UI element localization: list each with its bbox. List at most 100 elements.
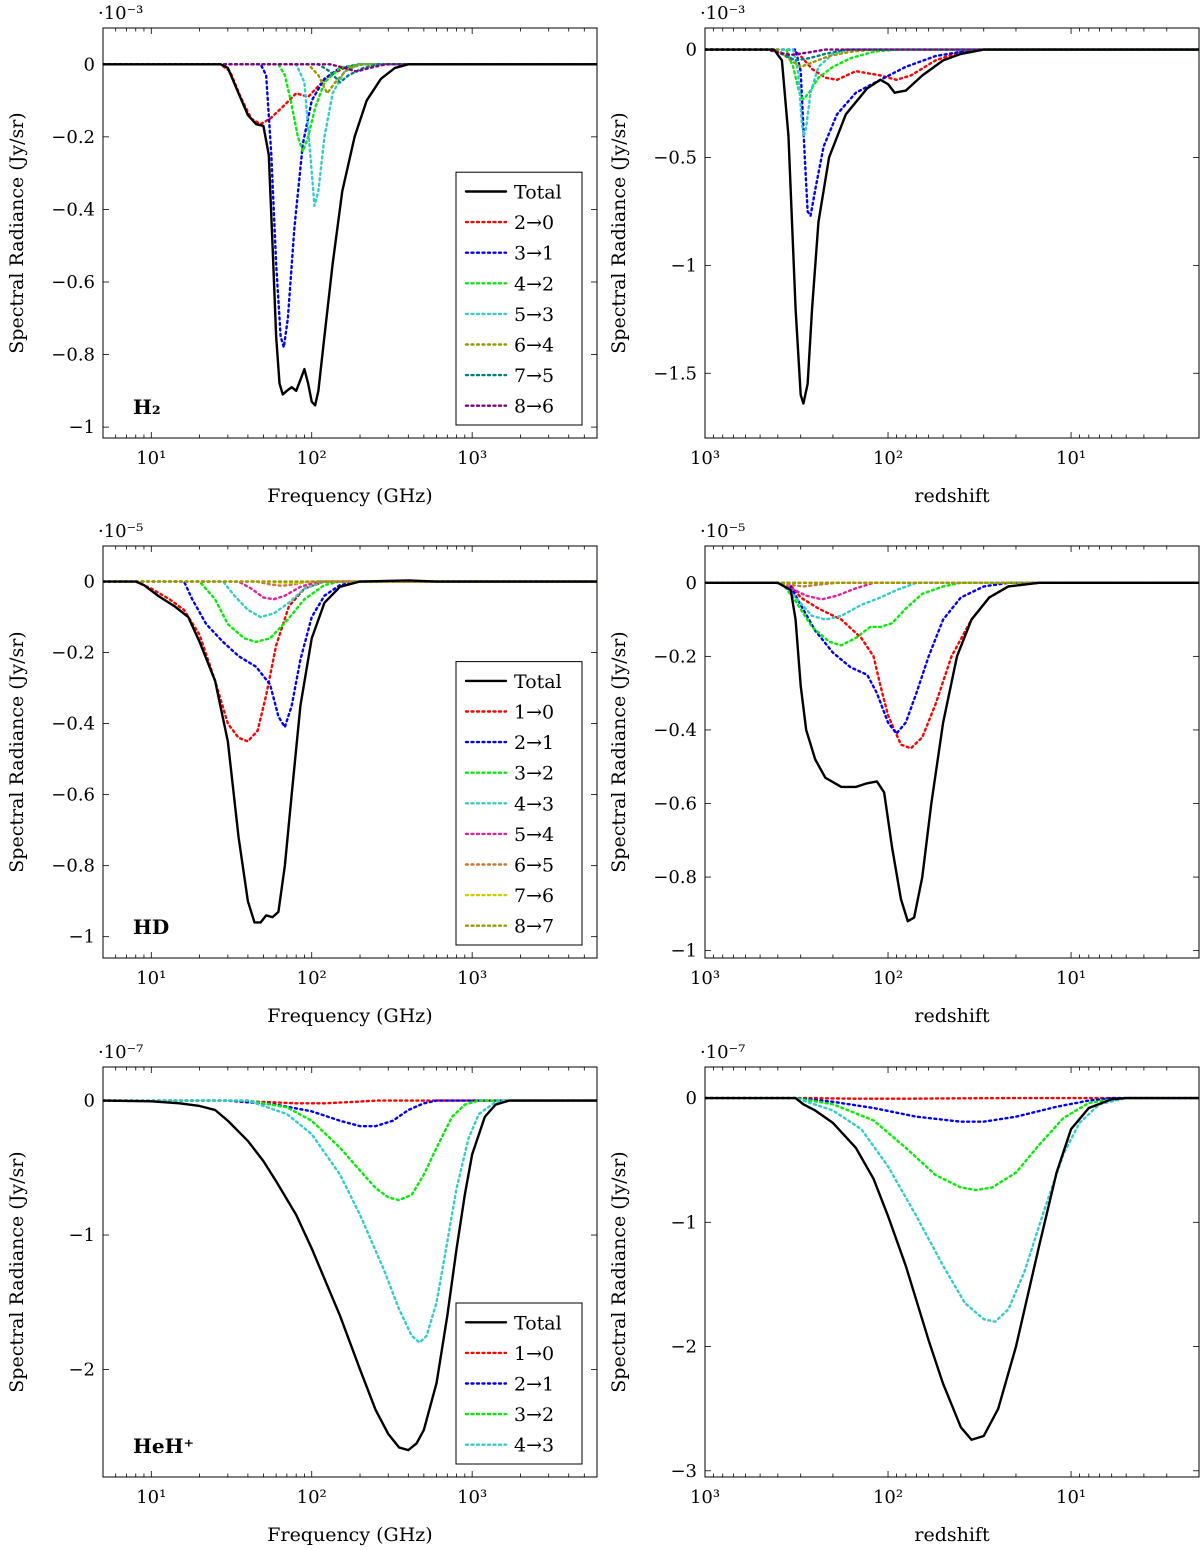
legend-entry-label: 1→0: [514, 702, 554, 724]
series-group: [103, 579, 597, 924]
y-tick-label: −0.4: [653, 720, 697, 741]
y-tick-label: −1: [670, 255, 697, 276]
series-line-3→2: [103, 1099, 597, 1202]
y-tick-label: −0.2: [653, 646, 697, 667]
chart-panel-heh-frequency: 10¹ 10² 10³ 0 −1 −2 ·10⁻⁷ Frequency (GHz) Spectr…: [6, 1042, 598, 1546]
y-axis-label: Spectral Radiance (Jy/sr): [608, 1151, 630, 1392]
y-tick-label: −0.6: [51, 272, 95, 293]
legend-entry-label: 4→3: [514, 1435, 554, 1457]
scale-exponent: ·10⁻³: [98, 3, 143, 24]
series-line-Total: [705, 48, 1199, 405]
y-axis-ticks: 0 −1 −2: [68, 1091, 597, 1380]
chart-panel-h2-redshift: 10³ 10² 10¹ 0 −0.5 −1 −1.5 ·10⁻³ redshift Spectra…: [608, 3, 1200, 507]
chart-panel-heh-redshift: 10³ 10² 10¹ 0 −1 −2 −3 ·10⁻⁷ redshift Spectral Ra…: [608, 1042, 1200, 1546]
plot-frame: [102, 27, 598, 439]
chart-panel-h2-frequency: 10¹ 10² 10³ 0 −0.2 −0.4 −0.6 −0.8 −1 ·10⁻³ Frequen…: [6, 3, 598, 507]
series-group: [705, 48, 1199, 405]
series-line-6→4: [103, 63, 597, 95]
series-line-1→0: [103, 580, 597, 743]
y-tick-label: 0: [686, 40, 697, 61]
x-axis-label: redshift: [914, 1005, 990, 1027]
x-tick-label: 10²: [297, 448, 327, 469]
scale-exponent: ·10⁻⁵: [700, 521, 745, 542]
legend-entry-label: 5→3: [514, 304, 554, 326]
series-line-8→6: [103, 63, 597, 73]
legend-entry-label: 8→6: [514, 396, 554, 418]
legend-entry-label: Total: [514, 671, 562, 693]
y-tick-label: −0.8: [653, 867, 697, 888]
legend-entry-label: 4→2: [514, 273, 554, 295]
legend-entry-label: 6→5: [514, 855, 554, 877]
x-axis-ticks: [115, 546, 585, 958]
x-axis-ticks: [115, 28, 585, 438]
y-axis-ticks: 0 −0.2 −0.4 −0.6 −0.8 −1: [653, 573, 1199, 962]
legend-entry-label: Total: [514, 182, 562, 204]
y-axis-ticks: 0 −1 −2 −3: [670, 1088, 1199, 1482]
y-tick-label: −1: [68, 417, 95, 438]
legend-entry-label: 5→4: [514, 824, 554, 846]
series-line-Total: [103, 579, 597, 924]
x-tick-label: 10¹: [1056, 1487, 1086, 1508]
y-tick-label: −0.6: [653, 794, 697, 815]
series-line-3→2: [705, 1096, 1199, 1192]
plot-frame: [102, 1066, 598, 1478]
x-tick-label: 10²: [873, 1487, 903, 1508]
series-line-2→1: [705, 581, 1199, 735]
y-tick-label: −0.8: [51, 345, 95, 366]
series-line-Total: [705, 1096, 1199, 1441]
series-line-2→0: [103, 63, 597, 126]
molecule-label: HeH⁺: [133, 1434, 194, 1458]
series-line-2→1: [103, 580, 597, 729]
y-tick-label: −0.2: [51, 127, 95, 148]
series-line-5→3: [705, 48, 1199, 138]
x-axis-label: Frequency (GHz): [267, 1005, 432, 1027]
legend-entry-label: Total: [514, 1312, 562, 1334]
x-tick-label: 10³: [690, 968, 720, 989]
series-line-2→1: [103, 1099, 597, 1128]
y-axis-ticks: 0 −0.2 −0.4 −0.6 −0.8 −1: [51, 54, 597, 438]
legend-entry-label: 3→2: [514, 763, 554, 785]
legend-entry-label: 7→6: [514, 885, 554, 907]
y-axis-label: Spectral Radiance (Jy/sr): [6, 1151, 28, 1392]
legend-entry-label: 2→1: [514, 732, 554, 754]
legend-entry-label: 2→1: [514, 1374, 554, 1396]
x-tick-label: 10²: [297, 1487, 327, 1508]
plot-frame: [704, 1066, 1200, 1478]
series-line-4→3: [705, 581, 1199, 621]
legend-entry-label: 3→1: [514, 243, 554, 265]
series-group: [103, 1099, 597, 1452]
y-axis-label: Spectral Radiance (Jy/sr): [6, 631, 28, 872]
series-line-5→4: [705, 581, 1199, 601]
series-group: [705, 1096, 1199, 1441]
plot-frame: [102, 545, 598, 959]
legend-entry-label: 4→3: [514, 793, 554, 815]
y-tick-label: 0: [84, 1091, 95, 1112]
chart-panel-hd-frequency: 10¹ 10² 10³ 0 −0.2 −0.4 −0.6 −0.8 −1 ·10⁻⁵ Frequen…: [6, 521, 598, 1027]
series-line-3→2: [705, 581, 1199, 647]
y-tick-label: −1: [68, 1225, 95, 1246]
legend-entry-label: 2→0: [514, 212, 554, 234]
x-tick-label: 10³: [690, 1487, 720, 1508]
legend-box: [455, 171, 583, 426]
scale-exponent: ·10⁻⁵: [98, 521, 143, 542]
y-axis-label: Spectral Radiance (Jy/sr): [608, 631, 630, 872]
chart-panel-hd-redshift: 10³ 10² 10¹ 0 −0.2 −0.4 −0.6 −0.8 −1 ·10⁻⁵ redshif…: [608, 521, 1200, 1027]
x-axis-label: redshift: [914, 1524, 990, 1546]
x-tick-label: 10³: [690, 448, 720, 469]
series-line-3→1: [103, 63, 597, 349]
series-line-4→3: [103, 580, 597, 619]
x-tick-label: 10²: [297, 968, 327, 989]
y-tick-label: 0: [686, 1088, 697, 1109]
y-axis-label: Spectral Radiance (Jy/sr): [6, 112, 28, 353]
series-line-7→5: [103, 63, 597, 84]
y-tick-label: −1: [670, 941, 697, 962]
legend: Total 1→0 2→1 3→2 4→3 5→4 6→5 7→6 8→7: [455, 661, 583, 946]
y-tick-label: −3: [670, 1461, 697, 1482]
x-tick-label: 10²: [873, 968, 903, 989]
x-tick-label: 10¹: [1056, 448, 1086, 469]
molecule-label: HD: [133, 915, 169, 939]
plot-frame: [704, 27, 1200, 439]
legend-entry-label: 7→5: [514, 365, 554, 387]
y-tick-label: −2: [68, 1359, 95, 1380]
series-line-4→3: [705, 1096, 1199, 1323]
